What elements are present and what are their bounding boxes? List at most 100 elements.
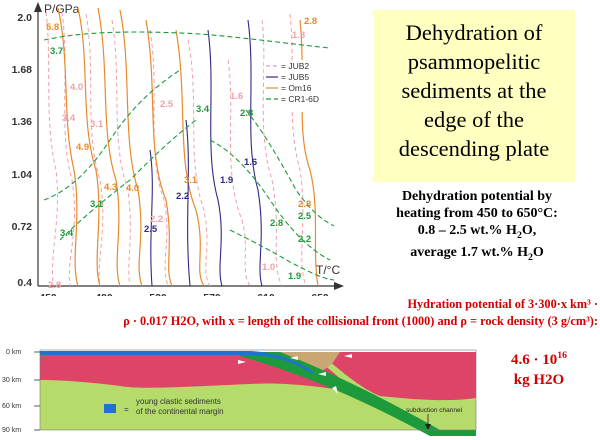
contour-label: 2.8 [304,16,317,27]
title-line: Dehydration of [405,20,543,45]
dehydration-average-text: average 1.7 wt.% H [410,244,528,260]
y-tick-label: 1.36 [12,116,33,128]
title-line: sediments at the [401,78,547,103]
result-exponent: 16 [557,350,567,361]
contour-label: 3.1 [90,119,104,130]
x-axis-arrow [334,282,344,290]
contour-label: 3.4 [196,104,210,115]
sediment-legend-line: of the continental margin [136,407,224,416]
dehydration-range-end: O, [521,223,537,238]
sediment-legend-swatch [104,404,116,413]
legend-label-jub2: = JUB2 [281,61,309,71]
x-tick-label: 530 [149,292,167,296]
dehydration-line: heating from 450 to 650°C: [396,206,558,221]
contour-label: 4.3 [104,182,117,193]
continental-crust-right [318,352,476,401]
contour-label: 4.0 [70,82,83,93]
contour-label: 1.0 [262,262,275,273]
title-line: descending plate [398,136,550,161]
contour-labels: 5.8 3.7 2.8 1.3 4.0 3.4 3.1 4.9 2.5 3.4 … [46,16,317,291]
y-tick-label: 2.0 [17,12,32,24]
contour-label: 3.1 [90,199,104,210]
y-tick-label: 1.04 [12,169,33,181]
jub2-isopleths [45,11,307,287]
contour-label: 1.9 [220,175,233,186]
om16-isopleths [57,7,319,287]
result-value: 4.6 · 1016 kg H2O [484,346,594,390]
subduction-cross-section: 0 km 30 km 60 km 90 km = young clastic s… [2,349,477,436]
young-sediments-layer [40,351,314,374]
contour-label: 2.5 [298,211,312,222]
contour-label: 1.6 [244,157,257,168]
contour-label: 2.2 [150,214,163,225]
contour-label: 3.1 [184,175,198,186]
contour-label: 2.2 [298,234,311,245]
dehydration-average-end: O [532,244,544,260]
depth-label: 30 km [2,377,21,384]
result-line: 4.6 · 1016 [484,346,594,370]
sediment-legend-line: young clastic sediments [136,397,221,406]
x-axis-label: T/°C [316,263,340,277]
subscript: 2 [516,229,522,241]
contour-label: 4.0 [126,183,139,194]
chart-legend: = JUB2 = JUB5 = Om16 = CR1-6D [264,60,334,112]
result-line: kg H2O [513,372,565,388]
contour-label: 2.8 [298,199,311,210]
contour-label: 1.6 [230,91,243,102]
y-axis-label: P/GPa [44,2,80,16]
legend-label-om16: = Om16 [281,83,312,93]
title-line: psammopelitic [407,49,541,74]
contour-label: 2.5 [144,224,158,235]
pt-diagram: P/GPa T/°C 2.0 1.68 1.36 1.04 0.72 0.4 4… [12,2,344,296]
title-box: Dehydration of psammopelitic sediments a… [373,10,575,182]
x-tick-label: 570 [203,292,221,296]
title-line: edge of the [424,107,524,132]
contour-label: 1.9 [288,271,301,282]
y-tick-label: 0.4 [17,277,32,289]
contour-label: 4.9 [76,142,89,153]
flow-arrow [332,386,338,394]
hydration-line: Hydration potential of 3·300·x km³ · [407,297,598,311]
contour-label: 2.2 [176,191,189,202]
y-tick-label: 0.72 [12,221,33,233]
x-tick-label: 450 [39,292,57,296]
y-axis-arrow [34,2,42,12]
subducting-slab [240,352,476,436]
dehydration-text: Dehydration potential by heating from 45… [372,188,582,266]
contour-label: 2.8 [48,280,61,291]
depth-label: 0 km [6,349,21,356]
sediment-legend-equals: = [124,405,129,414]
contour-label: 5.8 [46,22,59,33]
result-mantissa: 4.6 · 10 [510,352,558,368]
hydration-line: ρ · 0.017 H2O, with x = length of the co… [123,314,598,328]
legend-background [264,60,334,112]
subscript: 2 [528,251,533,263]
contour-label: 2.5 [160,99,174,110]
channel-pointer-arrow [425,424,431,430]
legend-label-cr16d: = CR1-6D [281,94,319,104]
flow-arrow [238,360,246,364]
depth-label: 60 km [2,403,21,410]
slide-title: Dehydration of psammopelitic sediments a… [373,10,575,163]
dehydration-line: Dehydration potential by [401,189,553,204]
contour-label: 2.8 [270,218,283,229]
contour-label: 3.7 [50,46,63,57]
x-tick-label: 610 [257,292,275,296]
dehydration-range: 0.8 – 2.5 wt.% H2O, [372,222,582,244]
contour-label: 3.4 [62,113,76,124]
depth-label: 90 km [2,427,21,434]
flow-arrow [344,354,352,358]
flow-arrow [290,356,298,360]
y-tick-label: 1.68 [12,64,33,76]
x-tick-label: 490 [95,292,113,296]
section-frame [39,349,477,431]
contour-label: 1.3 [292,30,305,41]
dehydration-average: average 1.7 wt.% H2O [372,244,582,266]
legend-label-jub5: = JUB5 [281,72,309,82]
x-tick-label: 650 [311,292,329,296]
subduction-channel-label: subduction channel [406,407,463,414]
contour-label: 3.4 [60,228,74,239]
contour-label: 2.8 [240,108,253,119]
cr16d-isopleths [43,31,335,281]
dehydration-range-text: 0.8 – 2.5 wt.% H [417,223,517,238]
